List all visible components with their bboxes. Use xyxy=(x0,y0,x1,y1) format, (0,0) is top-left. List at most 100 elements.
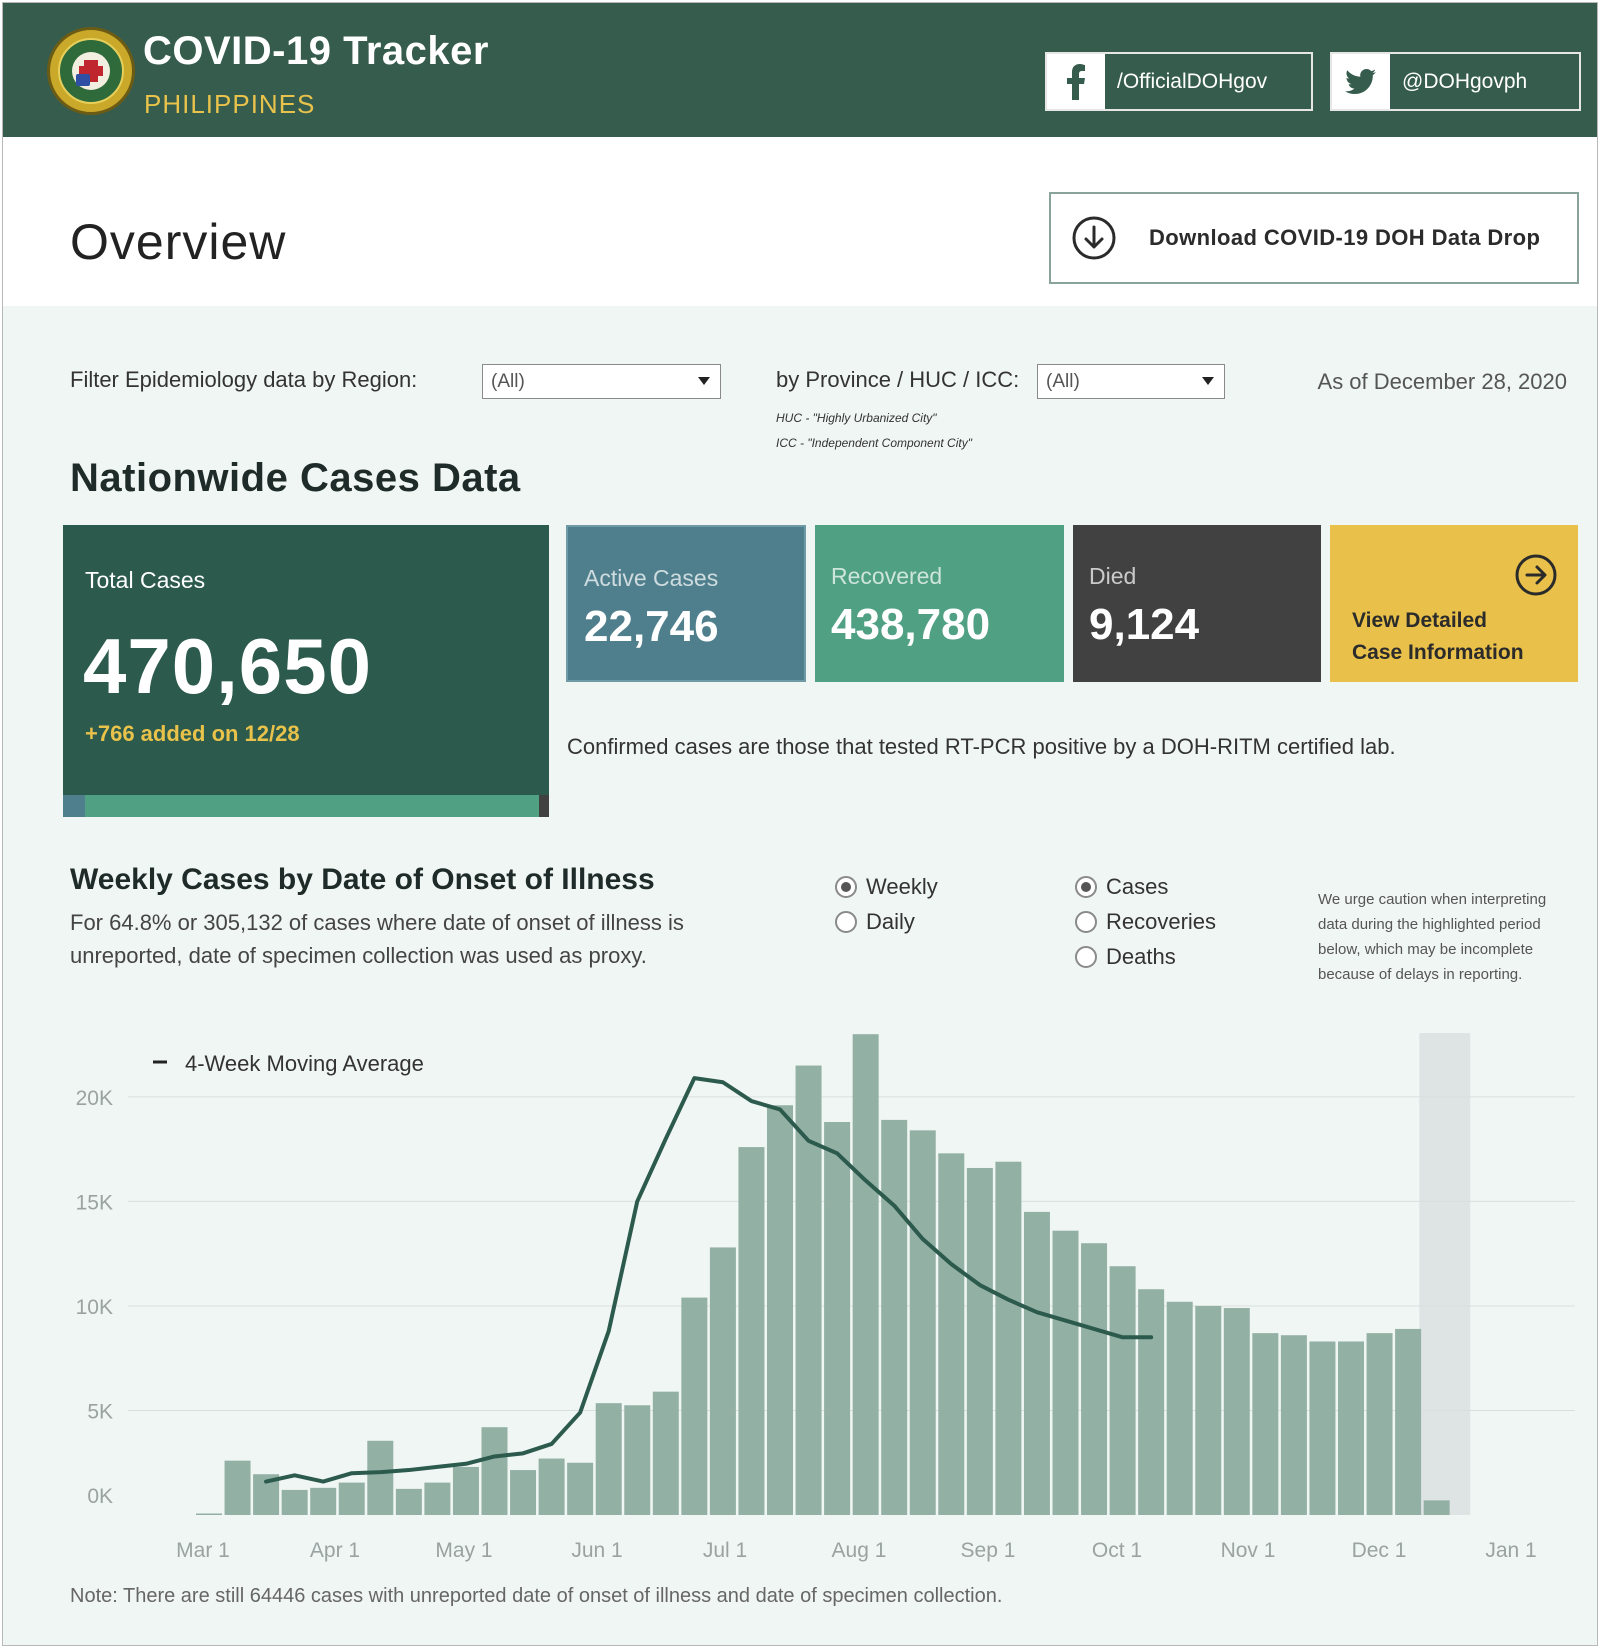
legend-label: 4-Week Moving Average xyxy=(185,1051,424,1076)
bar xyxy=(652,1391,679,1515)
bar xyxy=(1309,1341,1336,1515)
icc-note: ICC - "Independent Component City" xyxy=(776,436,972,450)
nationwide-title: Nationwide Cases Data xyxy=(70,456,521,500)
province-filter-select[interactable]: (All) xyxy=(1037,364,1225,399)
radio-unselected-icon xyxy=(1075,911,1097,933)
doh-seal-logo xyxy=(47,27,135,115)
died-label: Died xyxy=(1089,563,1137,589)
bar xyxy=(767,1105,793,1515)
active-share-bar xyxy=(63,795,85,817)
bar xyxy=(1252,1333,1279,1515)
radio-daily[interactable]: Daily xyxy=(835,909,915,935)
died-card: Died 9,124 xyxy=(1073,525,1321,682)
twitter-handle: @DOHgovph xyxy=(1402,69,1528,93)
view-detailed-line1: View Detailed xyxy=(1352,609,1488,632)
radio-selected-icon xyxy=(1075,876,1097,898)
region-filter-label: Filter Epidemiology data by Region: xyxy=(70,367,418,392)
recovered-value: 438,780 xyxy=(831,600,991,649)
x-tick-label: May 1 xyxy=(435,1539,492,1562)
recovered-label: Recovered xyxy=(831,563,943,589)
total-cases-card: Total Cases 470,650 +766 added on 12/28 xyxy=(63,525,549,817)
bar xyxy=(1423,1500,1450,1515)
y-tick-label: 0K xyxy=(87,1485,113,1508)
x-tick-label: Jul 1 xyxy=(703,1539,747,1562)
bar xyxy=(481,1427,508,1515)
as-of-date: As of December 28, 2020 xyxy=(1317,369,1567,394)
bar xyxy=(1166,1301,1193,1515)
bar xyxy=(510,1470,537,1515)
bar xyxy=(1395,1328,1422,1515)
bar xyxy=(1109,1266,1136,1515)
province-filter-label: by Province / HUC / ICC: xyxy=(776,367,1020,392)
bar xyxy=(1195,1305,1222,1515)
total-cases-label: Total Cases xyxy=(85,567,206,593)
recovered-share-bar xyxy=(85,795,539,817)
region-filter-value: (All) xyxy=(491,371,525,392)
total-cases-value: 470,650 xyxy=(83,622,372,710)
view-detailed-case-info-button[interactable]: View Detailed Case Information xyxy=(1330,525,1578,682)
radio-unselected-icon xyxy=(835,911,857,933)
bar xyxy=(909,1130,936,1515)
radio-weekly[interactable]: Weekly xyxy=(835,874,938,900)
radio-deaths-label: Deaths xyxy=(1106,944,1176,969)
x-tick-label: Nov 1 xyxy=(1221,1539,1276,1562)
bar xyxy=(395,1488,422,1515)
bar xyxy=(1338,1341,1364,1515)
radio-recoveries-label: Recoveries xyxy=(1106,909,1217,934)
bar xyxy=(995,1161,1022,1515)
region-filter-select[interactable]: (All) xyxy=(482,364,721,399)
bar xyxy=(538,1458,565,1515)
bar xyxy=(966,1167,993,1515)
cases-added-today: +766 added on 12/28 xyxy=(85,721,300,746)
weekly-cases-chart: 0K 5K 10K 15K 20K 4-Week Moving Average Mar 1 A… xyxy=(76,1033,1575,1562)
download-data-drop-button[interactable]: Download COVID-19 DOH Data Drop xyxy=(1049,192,1579,284)
x-tick-label: Apr 1 xyxy=(310,1539,360,1562)
bar xyxy=(567,1462,594,1515)
weekly-chart-title: Weekly Cases by Date of Onset of Illness xyxy=(70,863,655,896)
radio-daily-label: Daily xyxy=(866,909,915,934)
bar xyxy=(281,1489,308,1515)
province-filter-value: (All) xyxy=(1046,371,1080,392)
app-title: COVID-19 Tracker xyxy=(143,29,489,73)
x-tick-label: Aug 1 xyxy=(832,1539,887,1562)
twitter-icon xyxy=(1332,54,1390,109)
bar xyxy=(624,1405,651,1515)
y-tick-label: 20K xyxy=(76,1087,113,1110)
bar xyxy=(1138,1289,1165,1515)
facebook-icon xyxy=(1047,54,1105,109)
confirmed-cases-note: Confirmed cases are those that tested RT… xyxy=(567,734,1396,759)
bar xyxy=(1280,1335,1307,1515)
bar xyxy=(824,1121,851,1515)
bar xyxy=(224,1460,251,1515)
download-button-label: Download COVID-19 DOH Data Drop xyxy=(1149,225,1541,250)
radio-cases[interactable]: Cases xyxy=(1075,874,1168,900)
x-tick-label: Oct 1 xyxy=(1092,1539,1142,1562)
bar xyxy=(1081,1243,1108,1515)
bar xyxy=(1366,1333,1393,1515)
radio-recoveries[interactable]: Recoveries xyxy=(1075,909,1216,935)
x-tick-label: Jan 1 xyxy=(1485,1539,1536,1562)
download-icon xyxy=(1072,216,1116,260)
active-cases-card: Active Cases 22,746 xyxy=(566,525,806,682)
bar xyxy=(595,1403,622,1515)
huc-note: HUC - "Highly Urbanized City" xyxy=(776,411,937,425)
highlight-period xyxy=(1419,1033,1471,1515)
bar xyxy=(424,1482,451,1515)
caution-note: We urge caution when interpreting data d… xyxy=(1318,891,1547,983)
y-tick-label: 15K xyxy=(76,1191,113,1214)
x-tick-label: Dec 1 xyxy=(1352,1539,1407,1562)
unreported-cases-note: Note: There are still 64446 cases with u… xyxy=(70,1585,1003,1607)
facebook-link[interactable]: /OfficialDOHgov xyxy=(1045,52,1313,111)
twitter-link[interactable]: @DOHgovph xyxy=(1330,52,1581,111)
weekly-chart-subtitle: For 64.8% or 305,132 of cases where date… xyxy=(70,910,684,968)
top-header: COVID-19 Tracker PHILIPPINES /OfficialDO… xyxy=(3,3,1597,137)
bar xyxy=(310,1487,337,1515)
x-tick-label: Sep 1 xyxy=(961,1539,1016,1562)
radio-weekly-label: Weekly xyxy=(866,874,938,899)
view-detailed-label: View Detailed Case Information xyxy=(1352,605,1524,669)
bar xyxy=(738,1147,765,1515)
radio-deaths[interactable]: Deaths xyxy=(1075,944,1176,970)
active-cases-label: Active Cases xyxy=(584,565,719,591)
bar xyxy=(1052,1230,1079,1515)
bar xyxy=(938,1153,965,1515)
